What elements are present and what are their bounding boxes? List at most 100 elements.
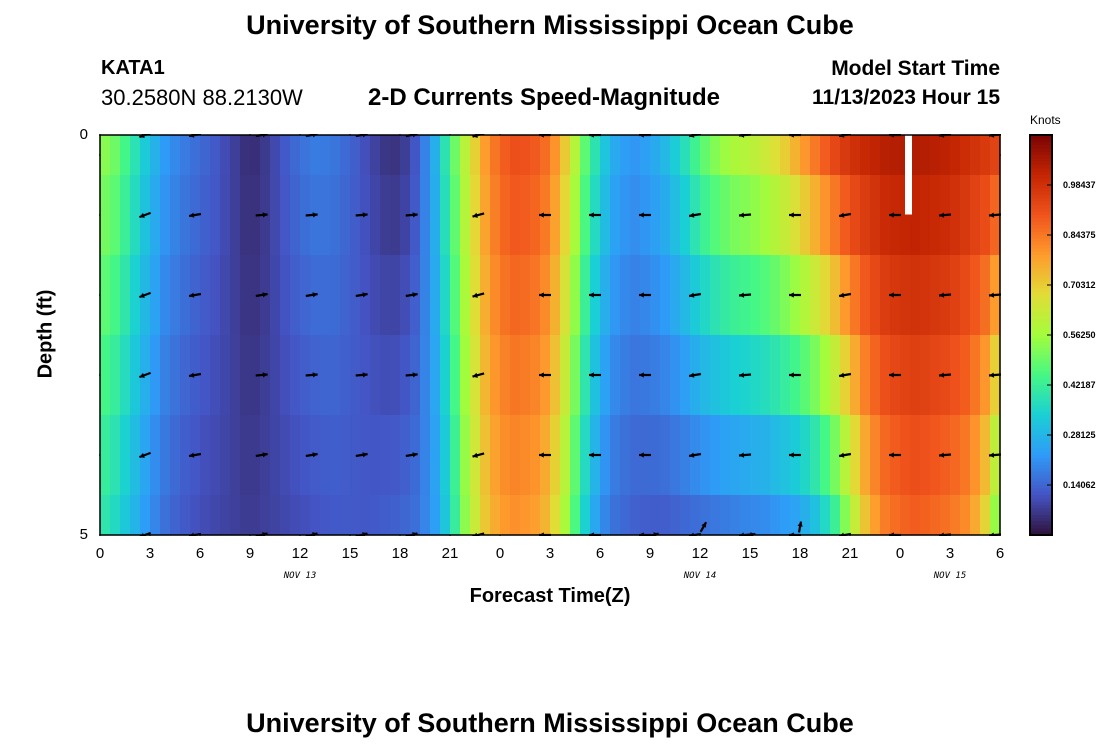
current-arrow (539, 134, 551, 138)
heatmap-cell (780, 495, 791, 536)
heatmap-cell (390, 135, 401, 176)
heatmap-cell (960, 255, 971, 336)
heatmap-cell (860, 335, 871, 416)
heatmap-cell (930, 255, 941, 336)
heatmap-cell (790, 495, 801, 536)
heatmap-cell (600, 495, 611, 536)
heatmap-cell (610, 495, 621, 536)
current-arrow (988, 372, 1001, 378)
heatmap-cell (320, 135, 331, 176)
heatmap-cell (480, 175, 491, 256)
colorbar-tick-label: 0.84375 (1063, 230, 1096, 240)
current-arrow (589, 292, 601, 298)
heatmap-cell (240, 495, 251, 536)
heatmap-cell (650, 135, 661, 176)
heatmap-cell (730, 135, 741, 176)
heatmap-cell (150, 175, 161, 256)
current-arrow (639, 134, 651, 138)
heatmap-cell (590, 495, 601, 536)
colorbar-segment (1030, 408, 1052, 413)
current-arrow (355, 532, 368, 536)
heatmap-cell (300, 335, 311, 416)
heatmap-cell (610, 255, 621, 336)
heatmap-cell (270, 335, 281, 416)
colorbar-segment (1030, 138, 1052, 143)
colorbar-segment (1030, 485, 1052, 489)
heatmap-cell (200, 135, 211, 176)
date-label: NOV 13 (283, 571, 317, 581)
heatmap-cell (150, 135, 161, 176)
colorbar-segment (1030, 225, 1052, 229)
heatmap-cell (880, 415, 891, 496)
colorbar-segment (1030, 145, 1052, 149)
colorbar-segment (1030, 438, 1052, 443)
heatmap-cell (960, 415, 971, 496)
heatmap-cell (280, 135, 291, 176)
colorbar-segment (1030, 161, 1052, 166)
footer-title: University of Southern Mississippi Ocean… (246, 708, 854, 738)
heatmap-cell (270, 255, 281, 336)
heatmap-cell (620, 495, 631, 536)
colorbar-segment (1030, 175, 1052, 179)
current-arrow (789, 212, 801, 218)
heatmap-cell (710, 255, 721, 336)
colorbar-segment (1030, 335, 1052, 339)
heatmap-cell (330, 415, 341, 496)
heatmap-cell (170, 255, 181, 336)
heatmap-cell (890, 495, 901, 536)
heatmap-cell (180, 415, 191, 496)
colorbar-segment (1030, 305, 1052, 309)
heatmap-cell (120, 415, 131, 496)
heatmap-cell (490, 255, 501, 336)
current-arrow (744, 532, 756, 536)
colorbar-segment (1030, 251, 1052, 256)
colorbar-segment (1030, 518, 1052, 523)
x-tick-label: 21 (841, 545, 859, 562)
colorbar-segment (1030, 281, 1052, 286)
heatmap-cell (980, 135, 991, 176)
heatmap-cell (570, 495, 581, 536)
heatmap-cell (900, 175, 911, 256)
heatmap-cell (370, 495, 381, 536)
heatmap-cell (340, 175, 351, 256)
heatmap-cell (590, 135, 601, 176)
heatmap-cell (970, 335, 981, 416)
heatmap-cell (570, 255, 581, 336)
heatmap-cell (600, 255, 611, 336)
heatmap-cell (750, 255, 761, 336)
heatmap-cell (500, 335, 511, 416)
heatmap-cell (490, 335, 501, 416)
heatmap-cell (430, 175, 441, 256)
heatmap-cell (450, 175, 461, 256)
heatmap-cell (160, 255, 171, 336)
current-arrow (738, 212, 752, 218)
heatmap-cell (220, 135, 231, 176)
heatmap-cell (780, 255, 791, 336)
heatmap-cell (570, 135, 581, 176)
colorbar-segment (1030, 311, 1052, 316)
heatmap-cell (880, 335, 891, 416)
station-coordinates: 30.2580N 88.2130W (101, 85, 303, 110)
heatmap-cell (220, 335, 231, 416)
heatmap-cell (360, 135, 371, 176)
current-arrow (838, 372, 852, 378)
heatmap-cell (480, 415, 491, 496)
current-arrow (405, 212, 418, 218)
heatmap-cell (240, 335, 251, 416)
heatmap-cell (190, 135, 201, 176)
current-arrow (688, 134, 702, 138)
heatmap-cell (730, 335, 741, 416)
current-arrow (838, 134, 852, 138)
colorbar-segment (1030, 528, 1052, 533)
heatmap-cell (290, 335, 301, 416)
heatmap-cell (650, 335, 661, 416)
heatmap-cell (550, 135, 561, 176)
heatmap-cell (760, 415, 771, 496)
heatmap-cell (460, 415, 471, 496)
colorbar-segment (1030, 488, 1052, 493)
heatmap-cell (530, 255, 541, 336)
heatmap-cell (480, 335, 491, 416)
colorbar-segment (1030, 398, 1052, 403)
current-arrow (472, 452, 485, 458)
heatmap-cell (870, 495, 881, 536)
